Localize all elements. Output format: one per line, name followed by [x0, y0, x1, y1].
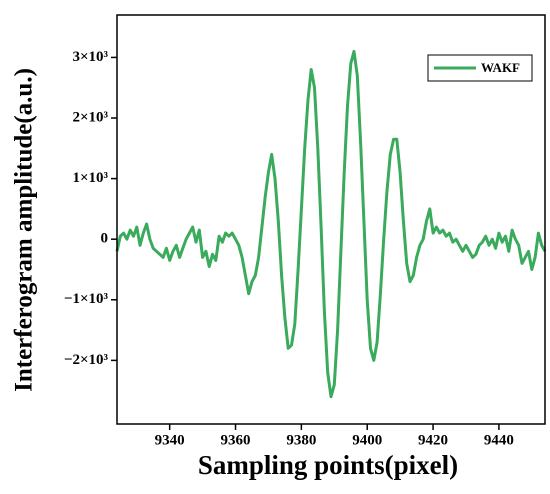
y-tick-label: −1×10³ — [64, 291, 109, 307]
y-tick-label: 1×10³ — [72, 170, 108, 186]
x-tick-label: 9380 — [286, 432, 316, 448]
x-axis-label: Sampling points(pixel) — [198, 450, 458, 480]
x-tick-label: 9420 — [418, 432, 448, 448]
x-tick-label: 9360 — [221, 432, 251, 448]
plot-frame — [116, 14, 546, 425]
x-tick-label: 9400 — [352, 432, 382, 448]
y-tick-label: 2×10³ — [72, 109, 108, 125]
y-tick-label: −2×10³ — [64, 352, 109, 368]
x-tick-label: 9340 — [155, 432, 185, 448]
x-tick-label: 9440 — [484, 432, 514, 448]
y-axis-label: Interferogram amplitude(a.u.) — [11, 68, 38, 392]
legend-label: WAKF — [481, 60, 520, 75]
y-tick-label: 0 — [101, 231, 109, 247]
y-tick-label: 3×10³ — [72, 49, 108, 65]
data-line — [115, 49, 547, 399]
